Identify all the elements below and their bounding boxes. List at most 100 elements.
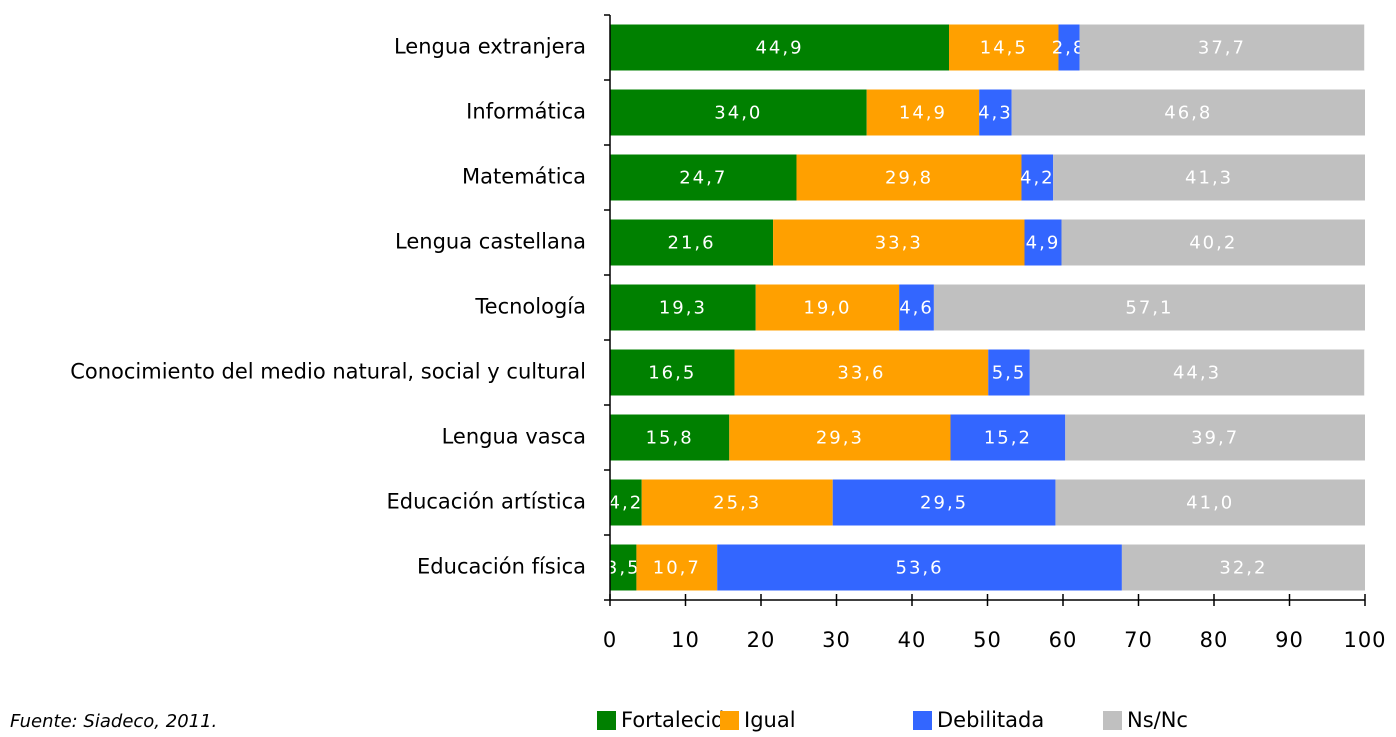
bar-segment: [1055, 479, 1365, 526]
bar-segment: [899, 284, 934, 331]
category-label: Matemática: [462, 165, 586, 189]
x-tick-label: 80: [1200, 628, 1229, 652]
value-label: 34,0: [714, 103, 762, 124]
value-label: 25,3: [713, 493, 761, 514]
value-label: 39,7: [1191, 428, 1239, 449]
legend-label: Fortalecida: [621, 708, 737, 732]
bar-segment: [755, 284, 900, 331]
category-label: Lengua extranjera: [394, 35, 586, 59]
value-label: 14,5: [980, 38, 1028, 59]
category-label: Lengua vasca: [442, 425, 586, 449]
bar-segment: [1011, 89, 1365, 136]
x-tick-label: 60: [1049, 628, 1078, 652]
value-label: 41,0: [1186, 493, 1234, 514]
bar-segment: [729, 414, 951, 461]
bar-segment: [610, 89, 867, 136]
category-label: Tecnología: [474, 295, 586, 319]
x-tick-label: 40: [898, 628, 927, 652]
value-label: 10,7: [653, 558, 701, 579]
bar-segment: [1053, 154, 1365, 201]
value-label: 4,6: [899, 298, 934, 319]
bar-segment: [1029, 349, 1365, 396]
bar-segment: [979, 89, 1012, 136]
value-label: 14,9: [899, 103, 947, 124]
bar-segment: [610, 414, 730, 461]
bar-segment: [988, 349, 1030, 396]
bar-segment: [1058, 24, 1080, 71]
source: Fuente: Siadeco, 2011.: [10, 711, 217, 732]
x-tick-label: 70: [1124, 628, 1153, 652]
value-label: 15,8: [646, 428, 694, 449]
value-label: 19,3: [659, 298, 707, 319]
bar-segment: [610, 24, 949, 71]
value-label: 29,5: [920, 493, 968, 514]
value-label: 53,6: [896, 558, 944, 579]
value-label: 16,5: [648, 363, 696, 384]
bar-segment: [610, 154, 797, 201]
bar-segment: [832, 479, 1056, 526]
legend-label: Igual: [744, 708, 796, 732]
legend-swatch: [913, 711, 932, 730]
legend-label: Debilitada: [937, 708, 1044, 732]
bar-segment: [610, 219, 774, 266]
bar-segment: [1065, 414, 1365, 461]
legend-swatch: [1103, 711, 1122, 730]
x-tick-label: 20: [747, 628, 776, 652]
value-label: 33,3: [875, 233, 923, 254]
bar-segment: [610, 349, 735, 396]
value-label: 46,8: [1164, 103, 1212, 124]
value-label: 2,8: [1052, 38, 1087, 59]
x-tick-label: 100: [1343, 628, 1386, 652]
x-tick-label: 10: [671, 628, 700, 652]
value-label: 57,1: [1125, 298, 1173, 319]
value-label: 37,7: [1198, 38, 1246, 59]
category-label: Lengua castellana: [395, 230, 586, 254]
x-tick-label: 90: [1275, 628, 1304, 652]
value-label: 3,5: [606, 558, 641, 579]
bar-segment: [773, 219, 1025, 266]
value-label: 40,2: [1189, 233, 1237, 254]
legend-swatch: [720, 711, 739, 730]
value-label: 44,3: [1173, 363, 1221, 384]
x-tick-label: 50: [973, 628, 1002, 652]
bar-segment: [717, 544, 1122, 591]
bar-segment: [610, 544, 637, 591]
category-label: Conocimiento del medio natural, social y…: [70, 360, 586, 384]
bar-segment: [933, 284, 1365, 331]
value-label: 44,9: [755, 38, 803, 59]
bar-segment: [1121, 544, 1365, 591]
value-label: 24,7: [679, 168, 727, 189]
value-label: 19,0: [803, 298, 851, 319]
bar-segment: [948, 24, 1059, 71]
bar-segment: [641, 479, 833, 526]
value-label: 41,3: [1185, 168, 1233, 189]
value-label: 4,2: [1020, 168, 1055, 189]
value-label: 21,6: [668, 233, 716, 254]
bar-segment: [950, 414, 1066, 461]
value-label: 4,9: [1026, 233, 1061, 254]
category-label: Informática: [466, 100, 586, 124]
legend-swatch: [597, 711, 616, 730]
bar-segment: [1021, 154, 1054, 201]
category-label: Educación artística: [386, 490, 586, 514]
x-tick-label: 0: [603, 628, 617, 652]
value-label: 15,2: [984, 428, 1032, 449]
value-label: 32,2: [1219, 558, 1267, 579]
bar-segment: [610, 284, 756, 331]
bar-segment: [1079, 24, 1365, 71]
bar-segment: [866, 89, 980, 136]
value-label: 4,2: [609, 493, 644, 514]
x-tick-label: 30: [822, 628, 851, 652]
value-label: 33,6: [837, 363, 885, 384]
bar-segment: [636, 544, 718, 591]
value-label: 29,8: [885, 168, 933, 189]
bar-segment: [1024, 219, 1062, 266]
value-label: 29,3: [816, 428, 864, 449]
bar-segment: [796, 154, 1022, 201]
bar-segment: [734, 349, 989, 396]
legend-label: Ns/Nc: [1127, 708, 1188, 732]
category-label: Educación física: [417, 555, 586, 579]
value-label: 5,5: [992, 363, 1027, 384]
bar-segment: [610, 479, 642, 526]
